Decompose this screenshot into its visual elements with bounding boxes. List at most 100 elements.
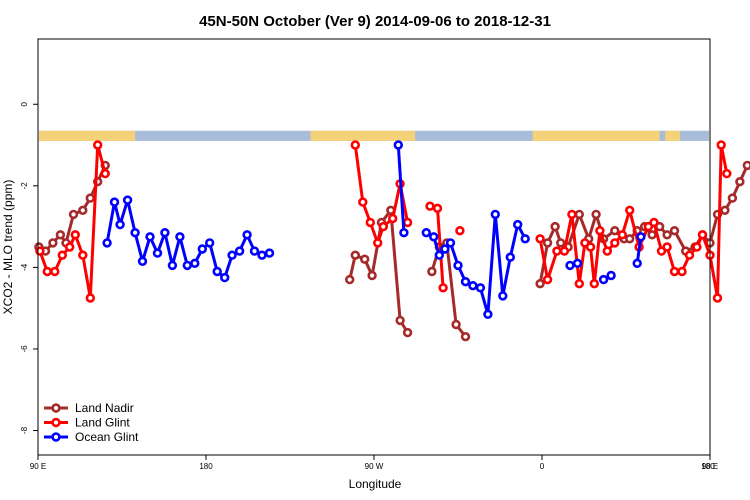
data-point-ocean-glint — [598, 274, 609, 285]
data-point-ocean-glint — [520, 234, 530, 244]
series-ocean-glint — [102, 140, 646, 319]
data-point-land-nadir — [591, 209, 601, 220]
data-point-land-glint — [610, 238, 620, 248]
series-land-nadir — [34, 160, 750, 342]
data-point-land-nadir — [550, 221, 560, 232]
data-point-land-glint — [716, 140, 726, 150]
land-band-segment — [310, 130, 416, 141]
data-point-land-glint — [455, 226, 465, 236]
data-point-ocean-glint — [257, 250, 267, 260]
data-point-land-glint — [617, 230, 627, 240]
data-point-land-glint — [692, 242, 702, 252]
data-point-ocean-glint — [475, 283, 486, 293]
data-point-ocean-glint — [512, 219, 523, 230]
data-point-land-glint — [64, 242, 75, 252]
data-point-land-nadir — [662, 230, 672, 240]
data-point-ocean-glint — [212, 266, 222, 277]
x-tick-label: 180 — [199, 462, 213, 471]
data-point-land-glint — [542, 274, 553, 285]
data-point-land-nadir — [720, 205, 730, 216]
land-band-segment — [665, 130, 681, 141]
data-point-land-nadir — [345, 274, 355, 285]
data-point-land-glint — [649, 217, 659, 228]
data-point-ocean-glint — [421, 228, 431, 238]
data-point-land-glint — [535, 234, 545, 244]
data-point-land-nadir — [427, 266, 437, 277]
data-point-land-glint — [350, 140, 360, 150]
data-point-land-glint — [722, 168, 732, 179]
series-line-ocean-glint — [396, 144, 406, 233]
data-point-ocean-glint — [130, 228, 140, 238]
data-point-land-glint — [602, 246, 612, 256]
x-axis-label: Longitude — [349, 477, 402, 491]
data-point-land-glint — [712, 293, 723, 303]
data-point-land-glint — [425, 201, 435, 211]
legend-swatch-point — [51, 417, 61, 428]
data-point-ocean-glint — [636, 232, 646, 242]
data-point-land-nadir — [610, 226, 620, 236]
legend-label: Ocean Glint — [75, 430, 139, 444]
data-point-land-nadir — [624, 234, 635, 244]
data-point-ocean-glint — [632, 258, 642, 268]
data-point-land-glint — [50, 266, 60, 277]
chart-title: 45N-50N October (Ver 9) 2014-09-06 to 20… — [199, 13, 551, 30]
data-point-ocean-glint — [453, 260, 463, 271]
data-point-land-nadir — [669, 226, 680, 236]
legend-item-land-nadir: Land Nadir — [44, 401, 134, 415]
data-point-land-glint — [432, 203, 443, 214]
data-point-land-glint — [585, 242, 596, 252]
data-point-land-nadir — [402, 327, 413, 338]
data-point-land-glint — [358, 197, 368, 207]
data-point-land-nadir — [735, 177, 745, 187]
data-point-land-glint — [574, 279, 584, 289]
data-point-land-nadir — [360, 254, 370, 264]
data-point-land-glint — [70, 230, 81, 240]
data-point-land-nadir — [55, 230, 66, 240]
data-point-ocean-glint — [145, 232, 155, 242]
data-point-land-glint — [662, 242, 672, 252]
data-point-ocean-glint — [606, 270, 616, 281]
y-tick-label: -2 — [20, 182, 29, 190]
data-point-land-nadir — [574, 209, 584, 220]
data-point-land-glint — [624, 205, 635, 216]
data-point-land-glint — [92, 140, 103, 150]
land-band-segment — [532, 130, 660, 141]
legend-label: Land Nadir — [75, 401, 134, 415]
y-tick-label: -6 — [20, 345, 29, 353]
data-point-ocean-glint — [175, 232, 185, 242]
data-point-land-nadir — [395, 315, 405, 326]
data-point-ocean-glint — [445, 238, 456, 248]
data-point-land-glint — [684, 250, 695, 260]
data-point-ocean-glint — [434, 250, 444, 260]
data-point-ocean-glint — [160, 228, 170, 238]
data-point-land-glint — [373, 238, 383, 248]
surface-band — [39, 130, 709, 141]
data-point-ocean-glint — [429, 232, 439, 242]
data-point-land-nadir — [451, 319, 461, 330]
data-point-land-glint — [697, 230, 708, 240]
y-tick-label: 0 — [20, 101, 29, 106]
data-point-ocean-glint — [498, 291, 508, 301]
data-point-land-glint — [595, 226, 605, 236]
data-point-ocean-glint — [205, 238, 215, 248]
data-point-ocean-glint — [249, 246, 260, 256]
data-point-land-glint — [677, 266, 687, 277]
data-point-land-nadir — [555, 238, 566, 248]
data-point-ocean-glint — [505, 252, 515, 262]
series-group — [34, 140, 750, 342]
legend-swatch-point — [51, 432, 61, 442]
data-point-land-glint — [567, 209, 577, 220]
legend-label: Land Glint — [75, 416, 130, 430]
y-axis: 0 -2 -4 -6 -8 — [20, 101, 38, 434]
data-point-ocean-glint — [190, 258, 200, 268]
data-point-ocean-glint — [182, 260, 193, 271]
data-point-ocean-glint — [234, 246, 245, 256]
data-point-land-glint — [78, 250, 88, 260]
data-point-ocean-glint — [440, 244, 450, 254]
data-point-land-nadir — [742, 160, 750, 171]
data-point-ocean-glint — [122, 195, 133, 205]
y-tick-label: -4 — [20, 263, 29, 271]
data-point-land-nadir — [85, 193, 96, 203]
